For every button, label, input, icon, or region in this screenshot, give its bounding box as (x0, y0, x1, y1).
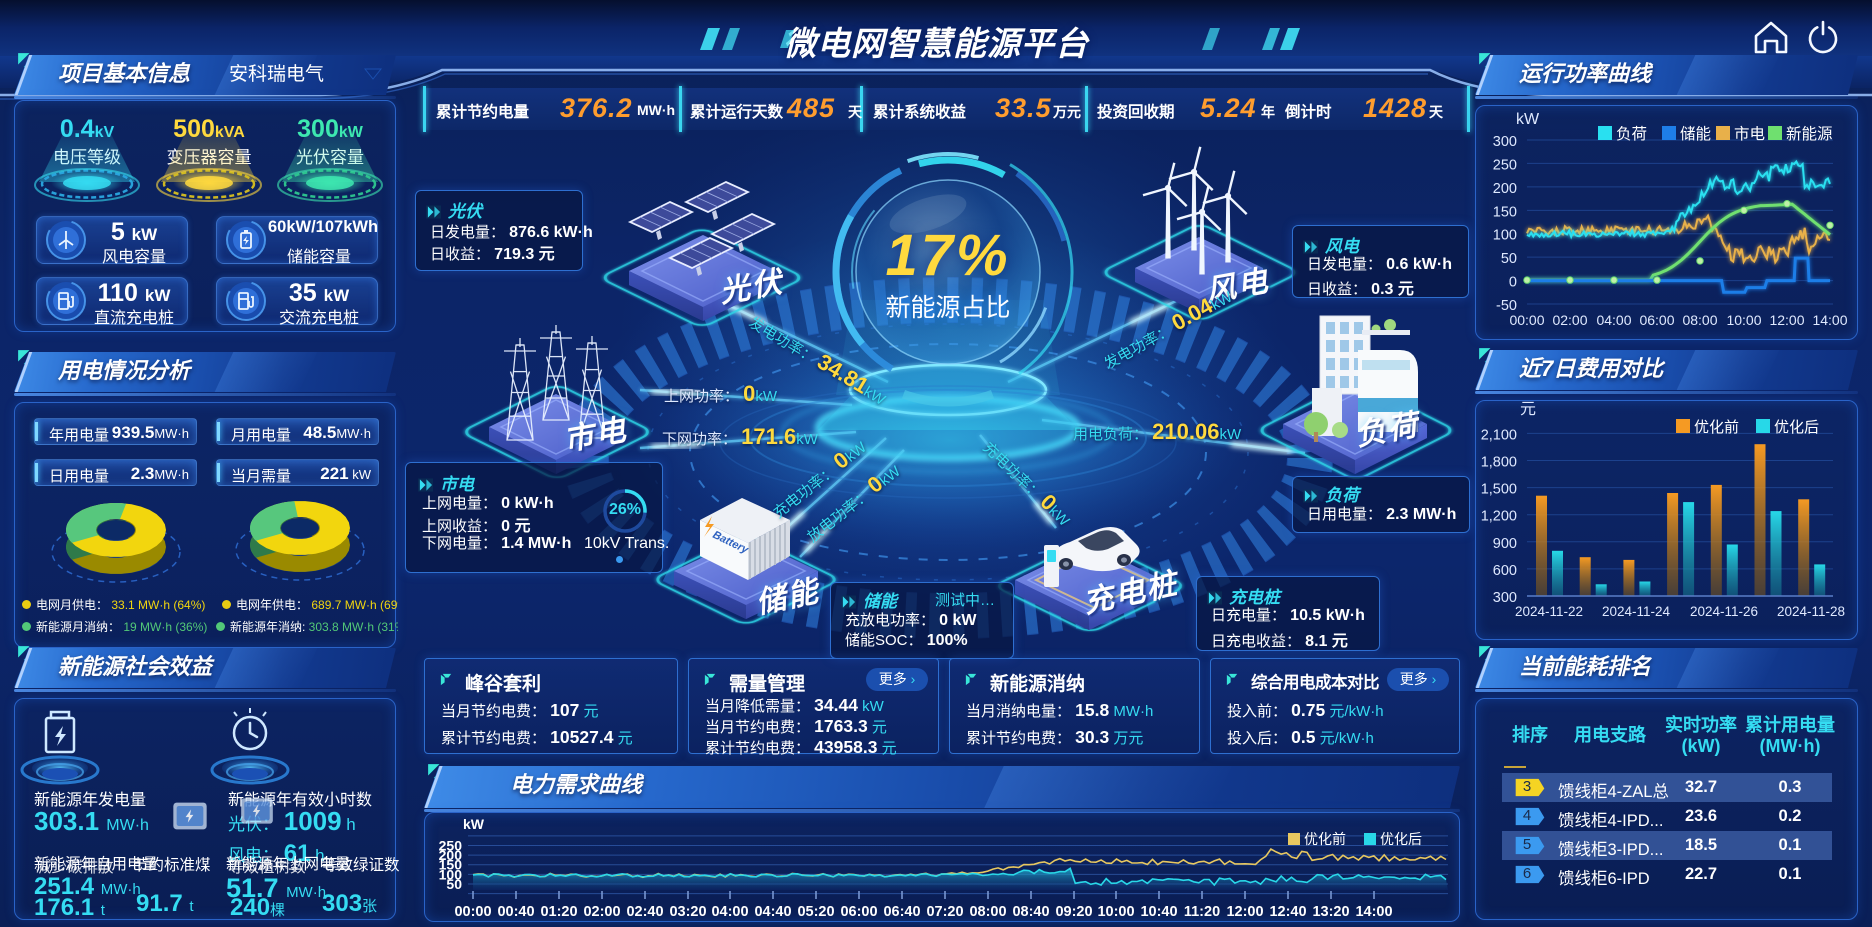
svg-text:01:20: 01:20 (540, 904, 577, 920)
svg-text:150: 150 (439, 857, 463, 873)
svg-text:市电: 市电 (1734, 125, 1765, 143)
svg-text:12:00: 12:00 (1769, 312, 1804, 328)
svg-text:2,100: 2,100 (1481, 427, 1517, 443)
svg-text:kW: kW (1516, 111, 1540, 128)
svg-text:10:40: 10:40 (1140, 904, 1177, 920)
svg-text:02:40: 02:40 (626, 904, 663, 920)
svg-text:优化后: 优化后 (1380, 831, 1422, 847)
svg-text:00:40: 00:40 (497, 904, 534, 920)
svg-text:50: 50 (1501, 251, 1517, 267)
svg-text:2024-11-28: 2024-11-28 (1777, 604, 1845, 619)
svg-text:900: 900 (1493, 536, 1517, 552)
svg-text:2024-11-26: 2024-11-26 (1690, 604, 1758, 619)
svg-text:00:00: 00:00 (454, 904, 491, 920)
svg-text:02:00: 02:00 (1552, 312, 1587, 328)
svg-text:1,800: 1,800 (1481, 455, 1517, 471)
svg-text:10:00: 10:00 (1726, 312, 1761, 328)
svg-text:kW: kW (463, 816, 485, 832)
svg-text:元: 元 (1520, 401, 1536, 418)
svg-text:1,200: 1,200 (1481, 509, 1517, 525)
svg-text:06:00: 06:00 (1639, 312, 1674, 328)
svg-text:2024-11-24: 2024-11-24 (1602, 604, 1671, 619)
svg-text:优化后: 优化后 (1774, 419, 1819, 436)
svg-text:14:00: 14:00 (1355, 904, 1392, 920)
svg-text:600: 600 (1493, 563, 1517, 579)
svg-text:300: 300 (1493, 590, 1517, 606)
svg-text:13:20: 13:20 (1312, 904, 1349, 920)
svg-text:优化前: 优化前 (1694, 419, 1739, 436)
svg-text:09:20: 09:20 (1055, 904, 1092, 920)
svg-text:100: 100 (1493, 228, 1517, 244)
svg-text:负荷: 负荷 (1616, 125, 1647, 143)
svg-text:04:40: 04:40 (754, 904, 791, 920)
svg-text:0: 0 (1509, 275, 1517, 291)
svg-text:1,500: 1,500 (1481, 482, 1517, 498)
svg-text:06:40: 06:40 (883, 904, 920, 920)
svg-text:2024-11-22: 2024-11-22 (1515, 604, 1583, 619)
svg-text:06:00: 06:00 (840, 904, 877, 920)
svg-text:250: 250 (1493, 157, 1517, 173)
svg-text:14:00: 14:00 (1812, 312, 1847, 328)
svg-text:200: 200 (439, 847, 463, 863)
svg-text:07:20: 07:20 (926, 904, 963, 920)
svg-text:08:00: 08:00 (969, 904, 1006, 920)
svg-text:12:00: 12:00 (1226, 904, 1263, 920)
svg-text:200: 200 (1493, 181, 1517, 197)
svg-text:100: 100 (439, 866, 463, 882)
svg-text:250: 250 (439, 838, 463, 854)
svg-text:50: 50 (446, 876, 462, 892)
svg-text:11:20: 11:20 (1184, 904, 1220, 920)
svg-text:04:00: 04:00 (1596, 312, 1631, 328)
svg-text:00:00: 00:00 (1509, 312, 1544, 328)
svg-text:05:20: 05:20 (797, 904, 834, 920)
svg-text:储能: 储能 (1680, 125, 1711, 143)
svg-text:150: 150 (1493, 204, 1517, 220)
svg-text:优化前: 优化前 (1304, 831, 1346, 847)
svg-text:08:40: 08:40 (1012, 904, 1049, 920)
svg-text:300: 300 (1493, 134, 1517, 150)
svg-text:-50: -50 (1496, 298, 1517, 314)
svg-text:03:20: 03:20 (669, 904, 706, 920)
svg-text:新能源: 新能源 (1786, 125, 1833, 143)
svg-text:04:00: 04:00 (711, 904, 748, 920)
svg-text:08:00: 08:00 (1682, 312, 1717, 328)
svg-text:10:00: 10:00 (1097, 904, 1134, 920)
svg-text:12:40: 12:40 (1269, 904, 1306, 920)
svg-text:02:00: 02:00 (583, 904, 620, 920)
